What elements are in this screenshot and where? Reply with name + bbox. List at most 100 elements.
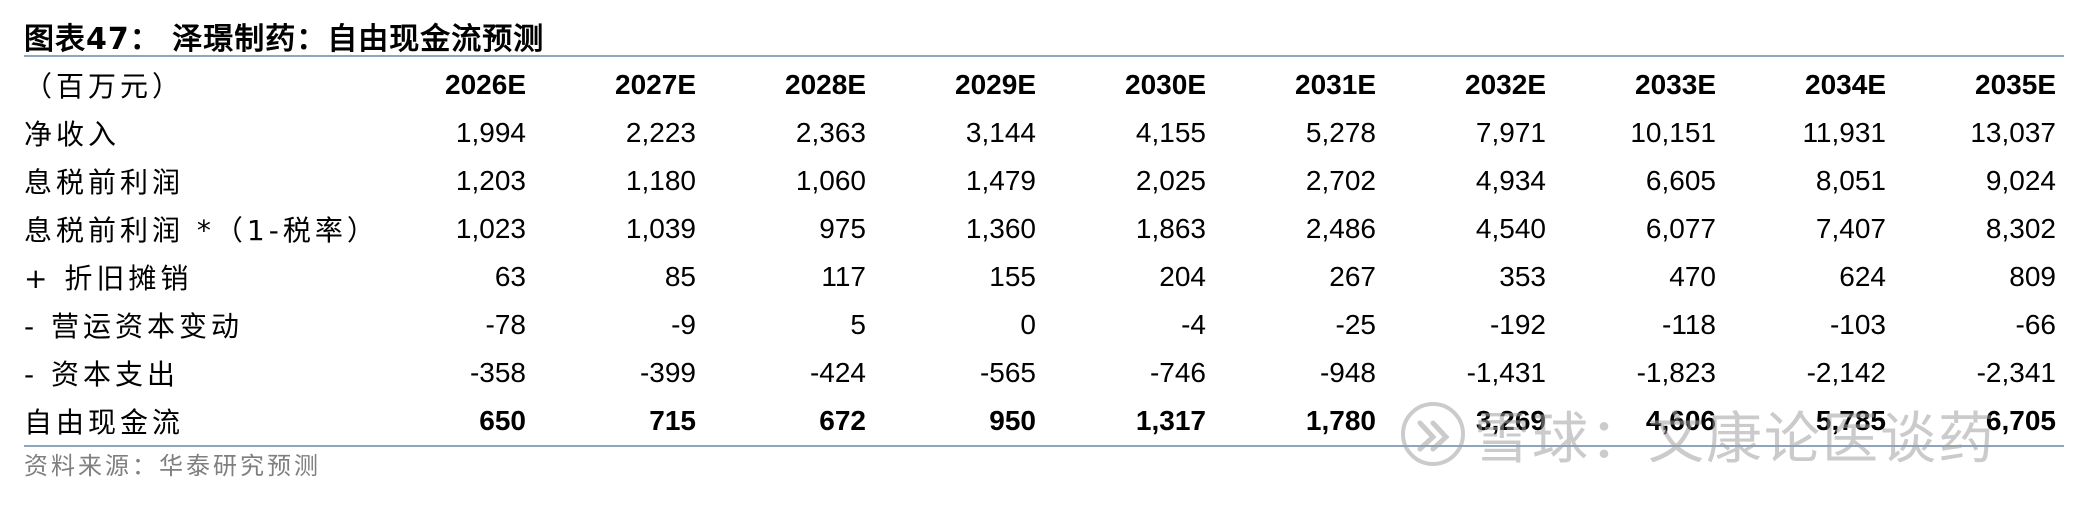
row-label: 净收入 xyxy=(24,118,121,151)
year-header: 2035E xyxy=(1975,69,2056,100)
table-row: - 营运资本变动 -78 -9 5 0 -4 -25 -192 -118 -10… xyxy=(24,301,2064,349)
table-cell: -103 xyxy=(1829,309,1886,340)
table-row: 净收入 1,994 2,223 2,363 3,144 4,155 5,278 … xyxy=(24,109,2064,157)
unit-label: （百万元） xyxy=(24,70,185,103)
table-cell: 3,144 xyxy=(965,117,1036,148)
table-cell: 85 xyxy=(664,261,696,292)
table-cell: -9 xyxy=(671,309,696,340)
table-row: 息税前利润 *（1-税率） 1,023 1,039 975 1,360 1,86… xyxy=(24,205,2064,253)
table-cell: 6,077 xyxy=(1645,213,1716,244)
year-header: 2031E xyxy=(1295,69,1376,100)
table-cell: 9,024 xyxy=(1985,165,2056,196)
year-header: 2029E xyxy=(955,69,1036,100)
snowball-logo-icon xyxy=(1401,402,1465,466)
table-cell: 5,278 xyxy=(1305,117,1376,148)
table-cell: 1,994 xyxy=(455,117,526,148)
table-cell: 13,037 xyxy=(1970,117,2056,148)
table-cell: 267 xyxy=(1329,261,1376,292)
table-cell: -2,341 xyxy=(1976,357,2056,388)
table-cell: 8,051 xyxy=(1815,165,1886,196)
table-cell: 1,203 xyxy=(455,165,526,196)
table-cell: 809 xyxy=(2009,261,2056,292)
total-cell: 672 xyxy=(704,397,874,447)
table-cell: 1,180 xyxy=(625,165,696,196)
row-label: - 资本支出 xyxy=(24,358,180,391)
table-cell: 7,407 xyxy=(1815,213,1886,244)
total-row: 自由现金流 650 715 672 950 1,317 1,780 3,269 … xyxy=(24,397,2064,447)
table-cell: -1,823 xyxy=(1636,357,1716,388)
total-cell: 1,317 xyxy=(1044,397,1214,447)
row-label: 息税前利润 xyxy=(24,166,185,199)
total-cell: 715 xyxy=(534,397,704,447)
table-cell: -4 xyxy=(1181,309,1206,340)
total-label: 自由现金流 xyxy=(24,397,364,447)
table-cell: 4,934 xyxy=(1475,165,1546,196)
table-cell: -25 xyxy=(1335,309,1376,340)
table-cell: -399 xyxy=(639,357,696,388)
year-header: 2028E xyxy=(785,69,866,100)
table-cell: -565 xyxy=(979,357,1036,388)
table-cell: 1,360 xyxy=(965,213,1036,244)
table-cell: 4,540 xyxy=(1475,213,1546,244)
year-header: 2026E xyxy=(445,69,526,100)
header-row: （百万元） 2026E 2027E 2028E 2029E 2030E 2031… xyxy=(24,61,2064,109)
table-cell: 470 xyxy=(1669,261,1716,292)
total-cell: 6,705 xyxy=(1894,397,2064,447)
total-cell: 3,269 xyxy=(1384,397,1554,447)
table-cell: 1,863 xyxy=(1135,213,1206,244)
table-cell: -1,431 xyxy=(1466,357,1546,388)
page-title: 图表47： 泽璟制药：自由现金流预测 xyxy=(24,22,545,57)
table-cell: 975 xyxy=(819,213,866,244)
table-cell: 63 xyxy=(494,261,526,292)
table-cell: 2,702 xyxy=(1305,165,1376,196)
year-header: 2030E xyxy=(1125,69,1206,100)
total-cell: 650 xyxy=(364,397,534,447)
row-label: - 营运资本变动 xyxy=(24,310,244,343)
table-cell: 1,060 xyxy=(795,165,866,196)
table-cell: 0 xyxy=(1020,309,1036,340)
table-row: + 折旧摊销 63 85 117 155 204 267 353 470 624… xyxy=(24,253,2064,301)
total-cell: 1,780 xyxy=(1214,397,1384,447)
table-cell: 2,363 xyxy=(795,117,866,148)
title-divider xyxy=(24,55,2064,57)
table-cell: -746 xyxy=(1149,357,1206,388)
table-cell: -358 xyxy=(469,357,526,388)
table-cell: 2,223 xyxy=(625,117,696,148)
total-cell: 4,606 xyxy=(1554,397,1724,447)
year-header: 2033E xyxy=(1635,69,1716,100)
table-cell: -78 xyxy=(485,309,526,340)
table-cell: 2,025 xyxy=(1135,165,1206,196)
table-cell: 1,479 xyxy=(965,165,1036,196)
total-cell: 5,785 xyxy=(1724,397,1894,447)
table-cell: 2,486 xyxy=(1305,213,1376,244)
table-cell: 6,605 xyxy=(1645,165,1716,196)
table-cell: 624 xyxy=(1839,261,1886,292)
table-row: - 资本支出 -358 -399 -424 -565 -746 -948 -1,… xyxy=(24,349,2064,397)
table-cell: 8,302 xyxy=(1985,213,2056,244)
year-header: 2027E xyxy=(615,69,696,100)
table-cell: 1,023 xyxy=(455,213,526,244)
table-cell: 7,971 xyxy=(1475,117,1546,148)
table-cell: 5 xyxy=(850,309,866,340)
table-cell: 353 xyxy=(1499,261,1546,292)
table-cell: 10,151 xyxy=(1630,117,1716,148)
table-cell: 155 xyxy=(989,261,1036,292)
table-cell: -948 xyxy=(1319,357,1376,388)
table-cell: -192 xyxy=(1489,309,1546,340)
table-cell: 1,039 xyxy=(625,213,696,244)
table-cell: -424 xyxy=(809,357,866,388)
year-header: 2032E xyxy=(1465,69,1546,100)
table-cell: -118 xyxy=(1662,309,1716,340)
total-cell: 950 xyxy=(874,397,1044,447)
year-header: 2034E xyxy=(1805,69,1886,100)
watermark-text: 雪球：文康论医谈药 xyxy=(1474,406,1996,472)
row-label: 息税前利润 *（1-税率） xyxy=(24,214,379,247)
table-cell: -2,142 xyxy=(1806,357,1886,388)
table-cell: 4,155 xyxy=(1135,117,1206,148)
table-cell: 11,931 xyxy=(1802,117,1886,148)
table-cell: 204 xyxy=(1159,261,1206,292)
table-cell: -66 xyxy=(2015,309,2056,340)
table-row: 息税前利润 1,203 1,180 1,060 1,479 2,025 2,70… xyxy=(24,157,2064,205)
fcf-table: （百万元） 2026E 2027E 2028E 2029E 2030E 2031… xyxy=(24,61,2064,447)
row-label: + 折旧摊销 xyxy=(24,262,193,295)
